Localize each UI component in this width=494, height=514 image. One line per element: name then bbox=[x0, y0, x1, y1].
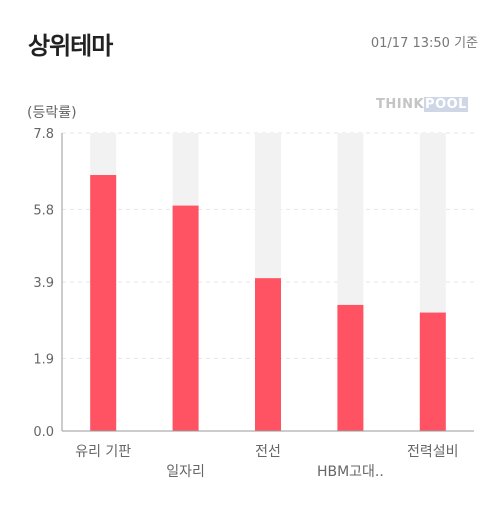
y-tick-label: 1.9 bbox=[33, 352, 54, 367]
bar bbox=[172, 205, 199, 431]
timestamp: 01/17 13:50 기준 bbox=[370, 36, 478, 51]
bar bbox=[419, 312, 446, 431]
bar bbox=[255, 278, 281, 431]
thinkpool-logo: THINKPOOL bbox=[376, 97, 468, 112]
x-tick-label: 전력설비 bbox=[407, 444, 459, 460]
x-tick-label: HBM고대.. bbox=[317, 464, 384, 480]
x-tick-label: 전선 bbox=[255, 444, 281, 460]
x-tick-label: 유리 기판 bbox=[75, 444, 131, 460]
bar bbox=[90, 175, 117, 431]
x-tick-label: 일자리 bbox=[166, 464, 205, 480]
y-tick-label: 7.8 bbox=[33, 127, 54, 142]
page-title: 상위테마 bbox=[28, 32, 113, 60]
y-tick-label: 0.0 bbox=[33, 425, 54, 440]
y-tick-label: 5.8 bbox=[33, 203, 54, 218]
y-tick-label: 3.9 bbox=[33, 276, 54, 291]
bar bbox=[337, 304, 364, 431]
y-axis-label: (등락률) bbox=[27, 105, 77, 121]
